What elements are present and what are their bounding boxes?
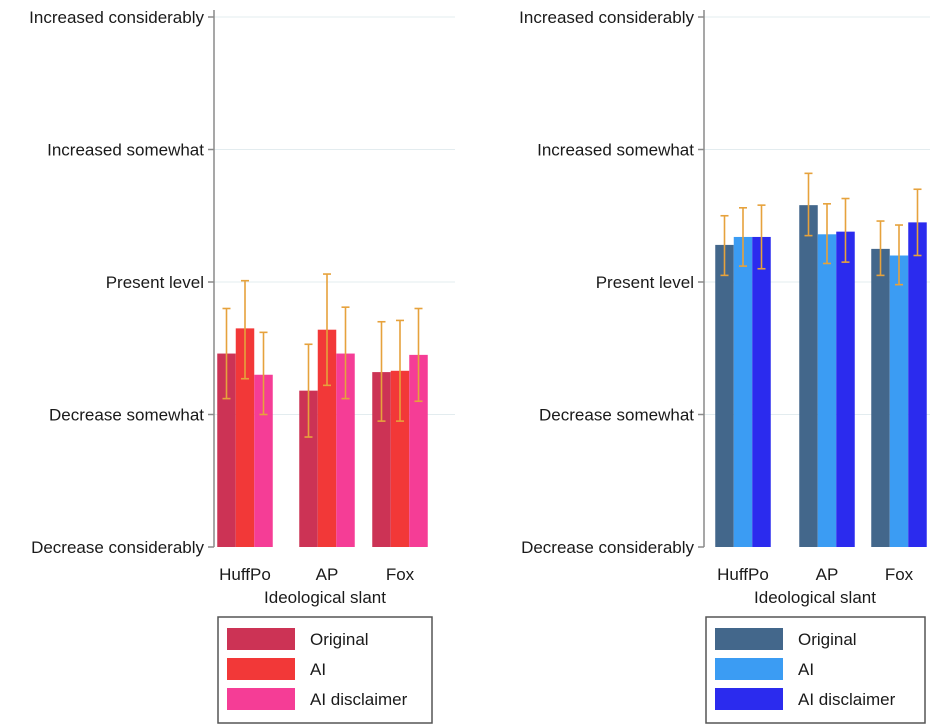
- right-bar-fox-ai-disclaimer: [908, 222, 927, 547]
- right-x-tick-label: AP: [816, 565, 839, 584]
- left-bar-huffpo-ai-disclaimer: [254, 374, 273, 547]
- left-legend-label: Original: [310, 630, 369, 649]
- right-bar-ap-original: [799, 205, 818, 547]
- right-y-ticks: Decrease considerably Decrease somewhat Pr…: [519, 8, 704, 557]
- right-y-tick-label: Decrease somewhat: [539, 406, 694, 425]
- right-x-tick-label: Fox: [885, 565, 914, 584]
- right-bar-ap-ai-disclaimer: [836, 231, 855, 547]
- left-bar-fox-ai-disclaimer: [409, 354, 428, 547]
- right-y-tick-label: Decrease considerably: [521, 538, 694, 557]
- right-bar-huffpo-ai: [733, 236, 753, 547]
- right-x-tick-label: HuffPo: [717, 565, 769, 584]
- right-bar-fox-original: [871, 248, 890, 547]
- left-legend-label: AI disclaimer: [310, 690, 408, 709]
- left-error-bars: [222, 273, 423, 438]
- left-bar-fox-original: [372, 372, 391, 547]
- left-y-tick-label: Increased considerably: [29, 8, 204, 27]
- left-x-tick-label: Fox: [386, 565, 415, 584]
- right-x-ticks: HuffPo AP Fox: [717, 565, 914, 584]
- right-legend-label: AI: [798, 660, 814, 679]
- left-x-tick-label: HuffPo: [219, 565, 271, 584]
- right-chart-panel: Decrease considerably Decrease somewhat Pr…: [519, 8, 930, 724]
- right-x-axis-title: Ideological slant: [754, 588, 876, 607]
- right-y-tick-label: Increased considerably: [519, 8, 694, 27]
- left-y-tick-label: Present level: [106, 273, 204, 292]
- right-bars: [715, 205, 927, 548]
- left-y-tick-label: Decrease considerably: [31, 538, 204, 557]
- left-x-ticks: HuffPo AP Fox: [219, 565, 415, 584]
- right-error-bars: [720, 172, 922, 286]
- left-y-ticks: Decrease considerably Decrease somewhat Pr…: [29, 8, 214, 557]
- left-bar-fox-ai: [390, 370, 410, 547]
- left-legend-swatch: [227, 688, 295, 710]
- left-bar-huffpo-ai: [235, 328, 255, 547]
- right-legend-swatch: [715, 628, 783, 650]
- left-bar-ap-ai: [317, 329, 337, 547]
- left-x-tick-label: AP: [316, 565, 339, 584]
- left-legend-label: AI: [310, 660, 326, 679]
- left-x-axis-title: Ideological slant: [264, 588, 386, 607]
- right-bar-huffpo-original: [715, 244, 734, 547]
- right-y-tick-label: Present level: [596, 273, 694, 292]
- left-bar-huffpo-original: [217, 353, 236, 547]
- left-y-tick-label: Increased somewhat: [47, 141, 204, 160]
- right-legend: Original AI AI disclaimer: [705, 616, 926, 724]
- left-legend: Original AI AI disclaimer: [217, 616, 433, 724]
- left-bar-ap-ai-disclaimer: [336, 353, 355, 547]
- left-bar-ap-original: [299, 390, 318, 547]
- right-y-tick-label: Increased somewhat: [537, 141, 694, 160]
- left-y-tick-label: Decrease somewhat: [49, 406, 204, 425]
- right-legend-swatch: [715, 658, 783, 680]
- left-legend-swatch: [227, 658, 295, 680]
- right-bar-ap-ai: [817, 234, 837, 548]
- left-chart-panel: Decrease considerably Decrease somewhat Pr…: [29, 8, 455, 724]
- left-bars: [217, 328, 428, 547]
- right-legend-swatch: [715, 688, 783, 710]
- left-legend-swatch: [227, 628, 295, 650]
- right-bar-huffpo-ai-disclaimer: [752, 236, 771, 547]
- right-legend-label: AI disclaimer: [798, 690, 896, 709]
- right-legend-label: Original: [798, 630, 857, 649]
- right-bar-fox-ai: [889, 255, 909, 547]
